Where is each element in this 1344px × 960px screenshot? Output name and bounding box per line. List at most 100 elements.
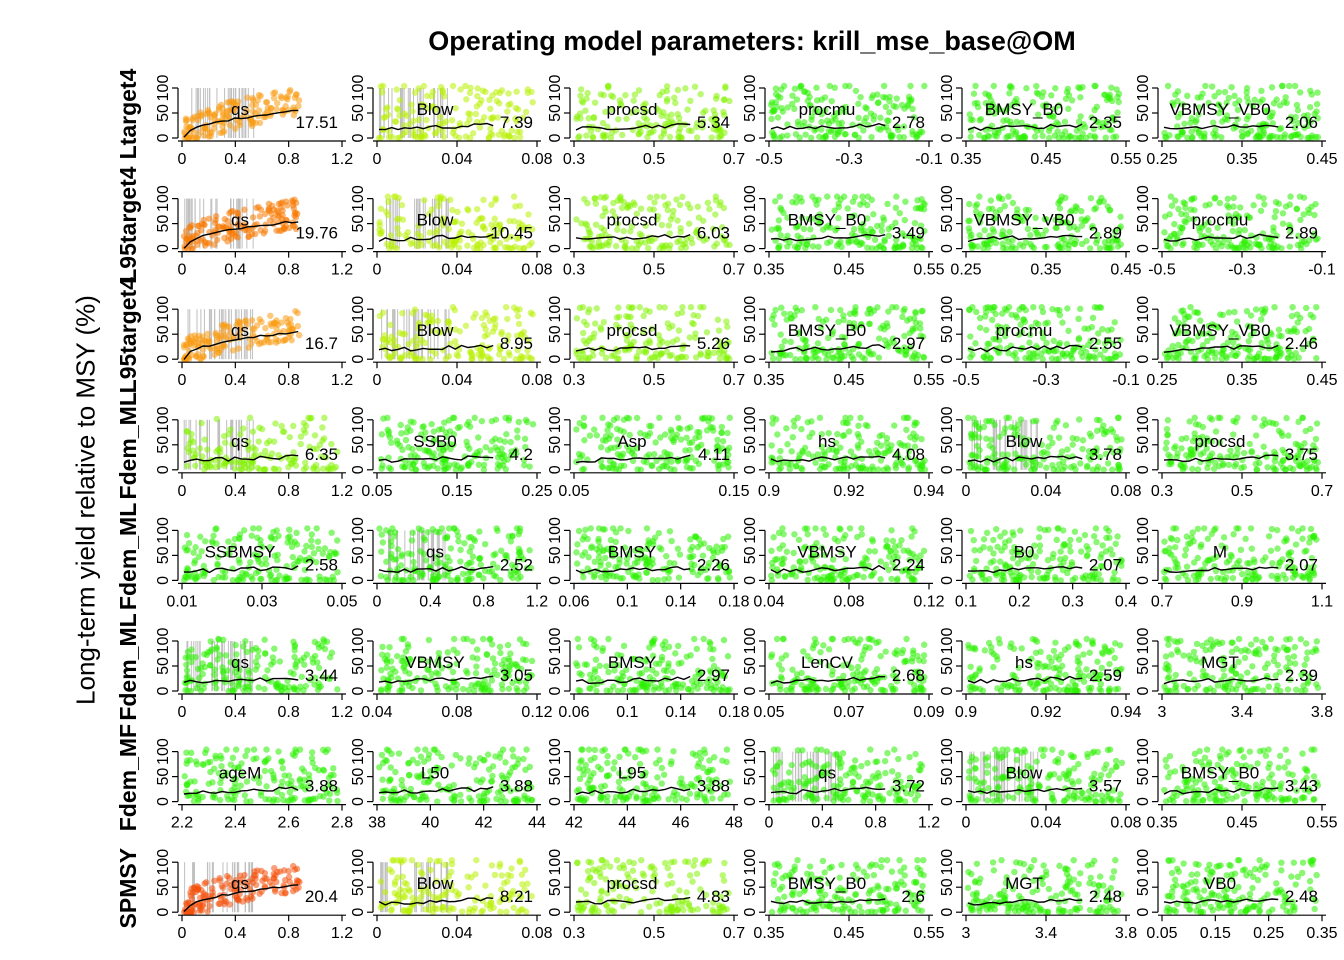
data-point [403, 112, 410, 119]
data-point [252, 446, 259, 453]
y-tick-label: 0 [547, 133, 564, 142]
data-point [1087, 132, 1094, 139]
data-point [476, 124, 484, 131]
data-point [852, 304, 859, 311]
data-point [1044, 450, 1051, 457]
data-point [1082, 124, 1089, 131]
data-point [376, 525, 383, 532]
data-point [713, 127, 721, 134]
data-point [186, 340, 194, 348]
data-point [236, 122, 243, 129]
data-point [602, 108, 609, 116]
data-point [868, 133, 875, 141]
data-point [192, 462, 199, 469]
y-tick-label: 50 [939, 325, 956, 343]
data-point [452, 105, 459, 112]
data-point [249, 525, 257, 532]
y-tick-label: 50 [742, 436, 759, 454]
data-point [472, 110, 480, 118]
data-point [1269, 420, 1277, 427]
y-tick-label: 50 [547, 104, 564, 122]
data-point [847, 448, 855, 455]
data-point [1020, 243, 1027, 250]
data-point [1293, 131, 1300, 139]
row-label: L95target4 [115, 277, 141, 394]
data-point [778, 133, 786, 140]
data-point [679, 304, 686, 311]
data-point [505, 90, 512, 97]
data-point [968, 242, 975, 249]
data-point [291, 209, 299, 216]
data-point [201, 466, 208, 473]
data-point [521, 435, 529, 443]
data-point [378, 431, 386, 438]
data-point [198, 419, 205, 427]
data-point [1043, 101, 1050, 108]
data-point [229, 347, 237, 354]
x-tick-label: 0.45 [1110, 262, 1141, 279]
data-point [1288, 133, 1295, 140]
data-point [280, 428, 288, 436]
y-tick-label: 0 [939, 465, 956, 474]
data-point [410, 127, 418, 135]
data-point [408, 101, 415, 108]
data-point [882, 103, 890, 111]
data-point [288, 543, 296, 551]
data-point [777, 331, 784, 338]
data-point [724, 429, 731, 437]
data-point [377, 205, 385, 212]
x-tick-label: 0.08 [521, 151, 552, 168]
data-point [914, 197, 921, 204]
data-point [659, 88, 666, 96]
x-tick-label: 0.4 [419, 593, 441, 610]
data-point [903, 426, 910, 434]
data-point [214, 561, 221, 569]
data-point [1091, 134, 1099, 141]
data-point [634, 466, 641, 473]
data-point [395, 194, 402, 202]
data-point [1072, 237, 1080, 244]
data-point [857, 414, 864, 421]
data-point [798, 307, 806, 314]
x-tick-label: -0.1 [915, 151, 943, 168]
data-point [814, 451, 822, 458]
data-point [705, 414, 713, 421]
data-point [612, 242, 620, 250]
data-point [187, 224, 194, 231]
data-point [450, 126, 458, 133]
data-point [475, 434, 482, 441]
data-point [411, 352, 418, 360]
x-tick-label: 0.7 [1311, 483, 1333, 500]
data-point [476, 528, 483, 535]
score-label: 4.11 [698, 445, 730, 464]
x-tick-label: 0.25 [1146, 372, 1177, 389]
data-point [1291, 82, 1299, 90]
x-tick-label: 0 [178, 372, 187, 389]
data-point [987, 354, 995, 362]
data-point [1288, 312, 1296, 320]
data-point [606, 238, 613, 245]
data-point [641, 114, 648, 121]
data-point [529, 421, 537, 428]
data-point [776, 193, 783, 200]
data-point [791, 85, 799, 92]
data-point [995, 193, 1003, 200]
data-point [1195, 104, 1203, 111]
data-point [195, 553, 203, 560]
data-point [598, 463, 606, 470]
data-point [1045, 443, 1052, 450]
data-point [676, 201, 684, 209]
data-point [604, 426, 611, 434]
data-point [1104, 244, 1111, 252]
data-point [1184, 134, 1191, 141]
data-point [815, 196, 822, 203]
data-point [1179, 466, 1187, 473]
data-point [502, 414, 509, 421]
data-point [418, 241, 425, 248]
data-point [451, 461, 458, 468]
data-point [1179, 128, 1186, 136]
data-point [1169, 342, 1176, 350]
data-point [482, 443, 490, 451]
data-point [498, 445, 505, 452]
